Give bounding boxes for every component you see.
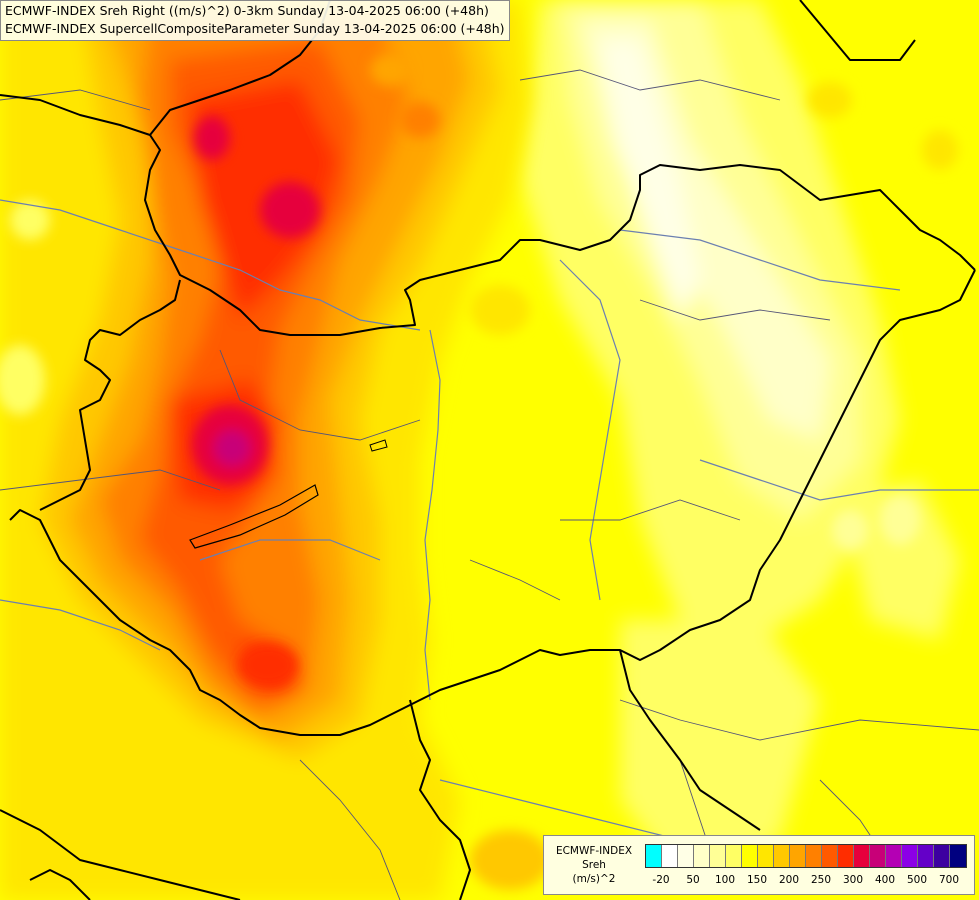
legend-swatch <box>918 845 934 867</box>
lake-outline <box>189 484 319 549</box>
region-borders <box>0 69 979 900</box>
legend-tick-label: 300 <box>842 874 864 886</box>
legend-swatches <box>645 844 967 868</box>
legend-swatch <box>838 845 854 867</box>
legend-tick-label: 700 <box>938 874 960 886</box>
legend-swatch <box>886 845 902 867</box>
map-title-box: ECMWF-INDEX Sreh Right ((m/s)^2) 0-3km S… <box>0 0 510 41</box>
legend-swatch <box>822 845 838 867</box>
legend-swatch <box>870 845 886 867</box>
map-title-line-2: ECMWF-INDEX SupercellCompositeParameter … <box>5 21 505 36</box>
small-lake-outline <box>369 439 388 452</box>
legend-swatch <box>774 845 790 867</box>
legend-tick-label: 200 <box>778 874 800 886</box>
rivers <box>0 199 979 841</box>
high-sreh-area <box>0 0 530 900</box>
legend-tick-label: 500 <box>906 874 928 886</box>
legend-swatch <box>950 845 966 867</box>
legend-swatch <box>742 845 758 867</box>
legend-swatch <box>902 845 918 867</box>
legend-swatch <box>758 845 774 867</box>
legend-tick-label: 400 <box>874 874 896 886</box>
legend-swatch <box>710 845 726 867</box>
map-title-line-1: ECMWF-INDEX Sreh Right ((m/s)^2) 0-3km S… <box>5 3 489 18</box>
legend-swatch <box>726 845 742 867</box>
legend-label: ECMWF-INDEX Sreh (m/s)^2 <box>548 844 640 886</box>
legend-swatch <box>806 845 822 867</box>
legend-tick-label: 50 <box>686 874 700 886</box>
legend-tick-label: -20 <box>652 874 670 886</box>
legend-swatch <box>694 845 710 867</box>
legend-label-line-2: Sreh <box>582 859 606 871</box>
minor-contours <box>0 54 958 890</box>
legend-tick-label: 250 <box>810 874 832 886</box>
legend-swatch <box>934 845 950 867</box>
legend-tick-label: 150 <box>746 874 768 886</box>
legend-swatch <box>854 845 870 867</box>
legend-swatch <box>678 845 694 867</box>
legend-label-line-1: ECMWF-INDEX <box>555 845 633 857</box>
color-legend: ECMWF-INDEX Sreh (m/s)^2 -20 50 100 150 200 2… <box>543 835 975 895</box>
peak-sreh-area <box>192 116 320 687</box>
legend-tick-label: 100 <box>714 874 736 886</box>
legend-swatch <box>790 845 806 867</box>
legend-label-line-3: (m/s)^2 <box>572 873 616 885</box>
legend-ticks: -20 50 100 150 200 250 300 400 500 700 <box>645 874 967 890</box>
low-sreh-area <box>520 0 960 880</box>
legend-swatch <box>662 845 678 867</box>
legend-swatch <box>646 845 662 867</box>
